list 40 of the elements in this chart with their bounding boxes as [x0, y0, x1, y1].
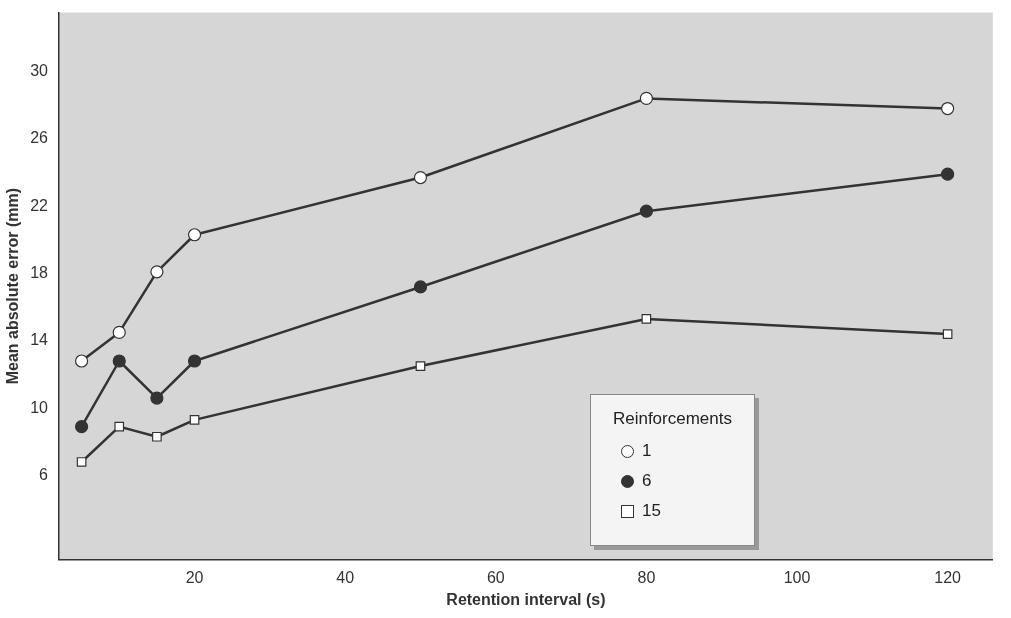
point — [415, 361, 426, 371]
y-tick-label: 30 — [30, 61, 49, 79]
legend-label: 6 — [641, 471, 652, 491]
point — [941, 101, 955, 116]
point — [74, 420, 89, 434]
point — [152, 431, 162, 442]
y-tick-label: 26 — [30, 129, 49, 147]
x-tick-label: 80 — [637, 568, 656, 586]
y-tick-label: 6 — [39, 465, 49, 483]
x-axis-title: Retention interval (s) — [446, 590, 606, 608]
x-tick-label: 60 — [486, 568, 505, 586]
point — [76, 457, 87, 467]
point — [112, 354, 126, 368]
y-tick-label: 22 — [30, 196, 49, 214]
legend-label: 1 — [641, 441, 652, 461]
x-tick-label: 20 — [185, 568, 204, 586]
x-tick-label: 100 — [783, 568, 811, 586]
point — [639, 204, 653, 218]
point — [639, 91, 653, 106]
point — [189, 415, 200, 425]
point — [74, 354, 89, 368]
point — [150, 391, 164, 405]
point — [413, 280, 428, 294]
point — [150, 265, 164, 279]
legend-title: Reinforcements — [612, 409, 732, 429]
x-tick-label: 120 — [934, 568, 962, 586]
y-tick-label: 18 — [30, 263, 49, 281]
point — [187, 228, 202, 242]
legend-label: 15 — [641, 501, 661, 521]
point — [413, 170, 428, 185]
point — [114, 421, 125, 432]
point — [112, 325, 126, 339]
point — [942, 329, 953, 339]
point — [941, 167, 955, 181]
y-axis-title: Mean absolute error (mm) — [4, 187, 22, 385]
y-tick-label: 14 — [30, 331, 49, 349]
x-tick-label: 40 — [336, 568, 355, 586]
y-tick-label: 10 — [30, 398, 49, 416]
point — [641, 314, 652, 324]
point — [187, 354, 202, 368]
